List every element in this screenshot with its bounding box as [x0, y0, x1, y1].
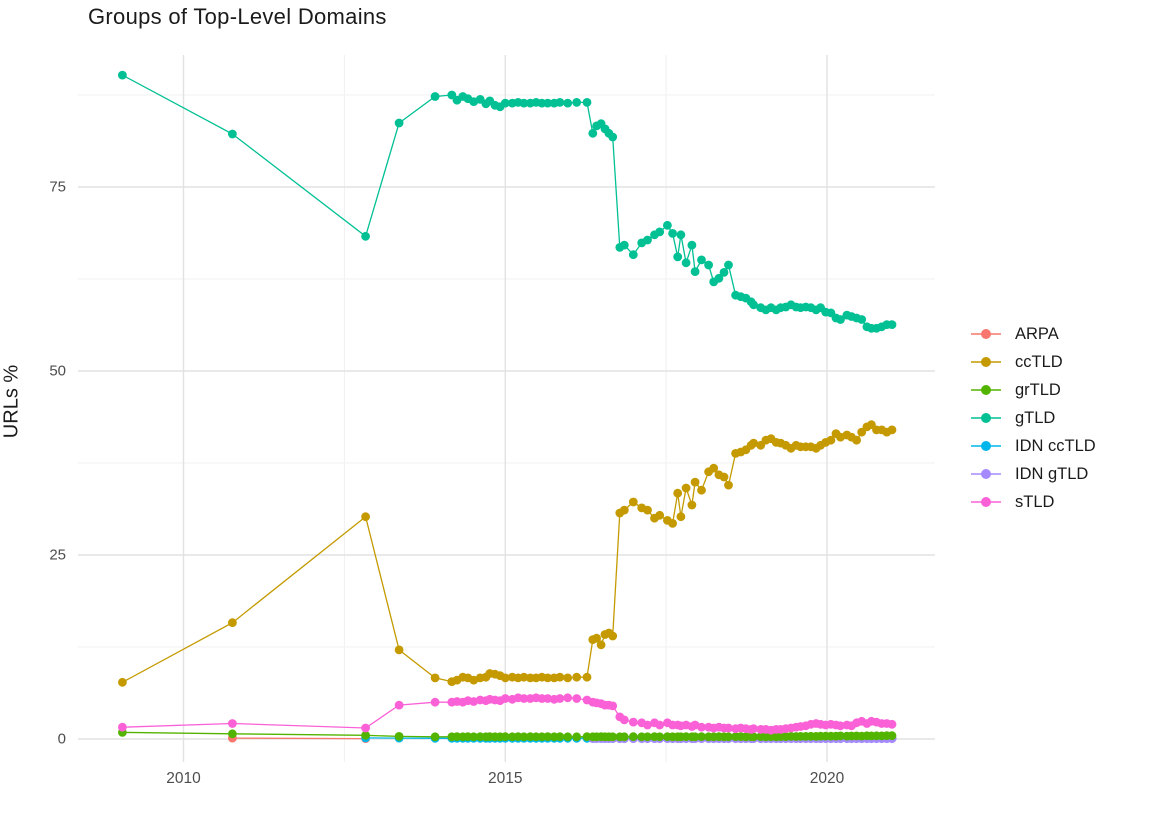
series-points-stld	[118, 693, 897, 735]
legend-item-gtld: gTLD	[970, 404, 1096, 432]
series-points-cctld	[118, 420, 897, 687]
legend-key-icon	[971, 385, 1001, 395]
x-tick-label: 2020	[809, 770, 845, 787]
legend-item-idn-cctld: IDN ccTLD	[970, 432, 1096, 460]
legend-key-icon	[971, 413, 1001, 423]
y-tick-label: 0	[57, 730, 66, 748]
legend-item-idn-gtld: IDN gTLD	[970, 460, 1096, 488]
legend: ARPA ccTLD grTLD gTLD IDN ccTLD IDN gTLD sTLD	[970, 320, 1096, 516]
legend-key-icon	[971, 329, 1001, 339]
legend-label: grTLD	[1015, 380, 1061, 399]
legend-label: ARPA	[1015, 324, 1059, 343]
legend-key-icon	[971, 357, 1001, 367]
legend-key-icon	[971, 469, 1001, 479]
y-tick-label: 25	[49, 546, 66, 564]
legend-label: IDN gTLD	[1015, 464, 1089, 483]
legend-key-icon	[971, 441, 1001, 451]
legend-label: sTLD	[1015, 492, 1055, 511]
series-line-gtld	[122, 74, 892, 329]
series-points-gtld	[118, 70, 897, 333]
legend-label: ccTLD	[1015, 352, 1063, 371]
legend-item-grtld: grTLD	[970, 376, 1096, 404]
x-tick-label: 2010	[166, 770, 201, 787]
y-tick-label: 50	[49, 362, 66, 380]
legend-key-icon	[971, 497, 1001, 507]
legend-item-stld: sTLD	[970, 488, 1096, 516]
legend-label: gTLD	[1015, 408, 1056, 427]
chart-title: Groups of Top-Level Domains	[88, 4, 387, 29]
series-line-arpa	[232, 737, 366, 740]
legend-label: IDN ccTLD	[1015, 436, 1096, 455]
x-tick-label: 2015	[488, 770, 523, 787]
legend-item-cctld: ccTLD	[970, 348, 1096, 376]
y-tick-label: 75	[49, 178, 66, 196]
legend-item-arpa: ARPA	[970, 320, 1096, 348]
